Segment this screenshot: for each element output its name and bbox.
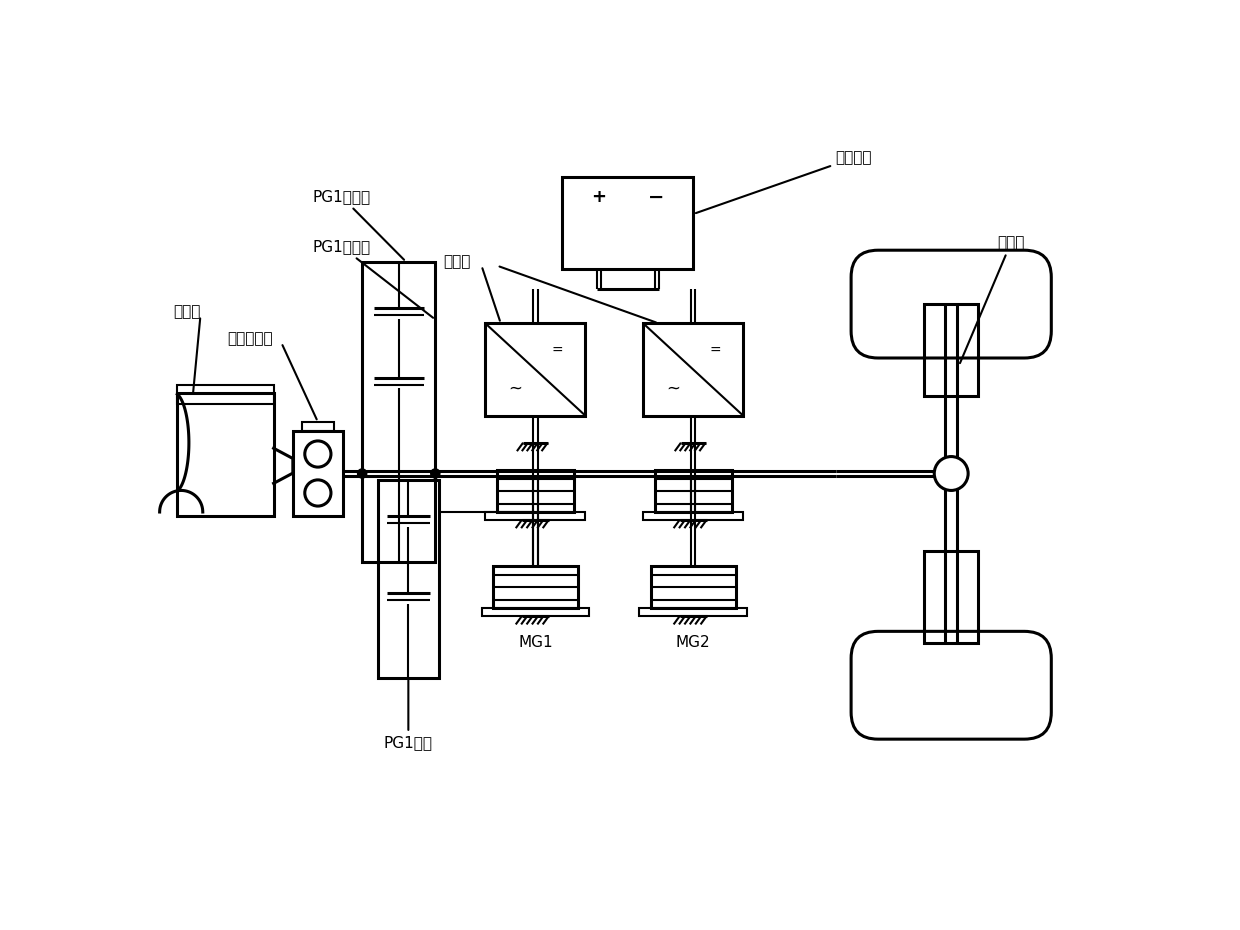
Bar xyxy=(494,565,578,608)
Bar xyxy=(655,470,732,512)
Text: PG1太阳轮: PG1太阳轮 xyxy=(312,239,433,318)
Circle shape xyxy=(934,457,968,490)
Bar xyxy=(481,608,589,616)
Bar xyxy=(485,324,585,416)
Text: 发动机: 发动机 xyxy=(174,304,201,319)
Text: 逆变器: 逆变器 xyxy=(443,254,470,270)
Text: 动力电池: 动力电池 xyxy=(696,151,872,213)
Text: MG2: MG2 xyxy=(676,635,711,650)
Text: =: = xyxy=(709,344,722,358)
Bar xyxy=(293,432,343,516)
Text: MG1: MG1 xyxy=(518,635,553,650)
Text: ~: ~ xyxy=(666,379,681,397)
Bar xyxy=(644,512,743,520)
Text: +: + xyxy=(591,189,606,206)
Bar xyxy=(924,551,978,643)
Text: PG1齿圈: PG1齿圈 xyxy=(384,681,433,751)
Text: =: = xyxy=(552,344,563,358)
Text: −: − xyxy=(649,188,665,206)
Text: 输出轴: 输出轴 xyxy=(960,235,1024,363)
Bar xyxy=(644,324,743,416)
Bar xyxy=(924,304,978,396)
Text: ~: ~ xyxy=(508,379,522,397)
Bar xyxy=(485,512,585,520)
Bar xyxy=(303,422,334,432)
Bar xyxy=(177,385,274,405)
Text: 扭转减振器: 扭转减振器 xyxy=(227,331,273,346)
Bar xyxy=(362,261,435,562)
Bar xyxy=(377,480,439,678)
Circle shape xyxy=(358,470,366,478)
Bar xyxy=(563,177,693,270)
Bar xyxy=(497,470,574,512)
Circle shape xyxy=(432,470,439,478)
Bar xyxy=(651,565,735,608)
Bar xyxy=(177,392,274,516)
Bar xyxy=(640,608,748,616)
Text: PG1行星架: PG1行星架 xyxy=(312,189,404,259)
